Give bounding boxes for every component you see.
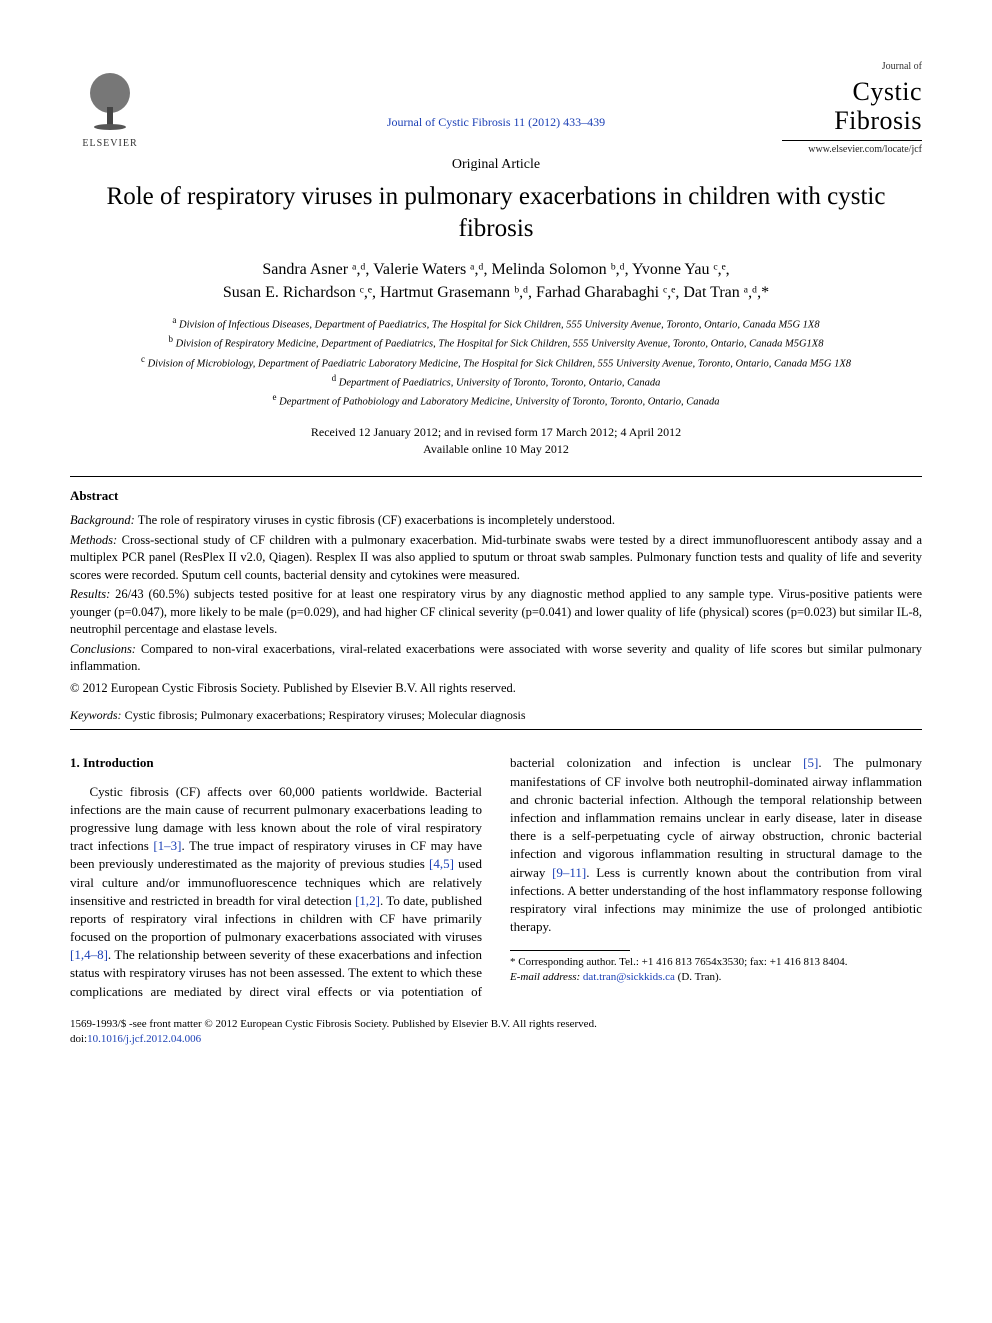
abstract-conclusions: Conclusions: Compared to non-viral exace…: [70, 641, 922, 676]
page-footer: 1569-1993/$ -see front matter © 2012 Eur…: [70, 1017, 922, 1047]
keywords-text: Cystic fibrosis; Pulmonary exacerbations…: [122, 708, 526, 722]
article-title: Role of respiratory viruses in pulmonary…: [70, 181, 922, 244]
ref-link[interactable]: [1–3]: [153, 838, 181, 853]
abstract-heading: Abstract: [70, 487, 922, 505]
abstract-background: Background: The role of respiratory viru…: [70, 512, 922, 530]
online-date: Available online 10 May 2012: [70, 441, 922, 458]
corresponding-email-line: E-mail address: dat.tran@sickkids.ca (D.…: [510, 970, 922, 985]
ref-link[interactable]: [4,5]: [429, 856, 454, 871]
affiliation-d: d Department of Paediatrics, University …: [70, 372, 922, 391]
affiliation-c: c Division of Microbiology, Department o…: [70, 353, 922, 372]
abstract-results: Results: 26/43 (60.5%) subjects tested p…: [70, 586, 922, 639]
dates-block: Received 12 January 2012; and in revised…: [70, 424, 922, 458]
affiliations-block: a Division of Infectious Diseases, Depar…: [70, 314, 922, 410]
page-header: ELSEVIER Journal of Cystic Fibrosis www.…: [70, 60, 922, 156]
journal-url[interactable]: www.elsevier.com/locate/jcf: [742, 143, 922, 157]
received-date: Received 12 January 2012; and in revised…: [70, 424, 922, 441]
footnote-separator: [510, 950, 630, 951]
ref-link[interactable]: [9–11]: [552, 865, 586, 880]
abstract-copyright: © 2012 European Cystic Fibrosis Society.…: [70, 680, 922, 698]
article-type: Original Article: [70, 156, 922, 175]
journal-top-text: Journal of: [742, 60, 922, 74]
ref-link[interactable]: [1,2]: [355, 893, 380, 908]
ref-link[interactable]: [5]: [803, 755, 818, 770]
publisher-name: ELSEVIER: [82, 137, 137, 151]
publisher-logo: ELSEVIER: [70, 60, 150, 150]
email-link[interactable]: dat.tran@sickkids.ca: [583, 971, 675, 983]
corresponding-text: * Corresponding author. Tel.: +1 416 813…: [510, 955, 922, 970]
doi-link[interactable]: 10.1016/j.jcf.2012.04.006: [87, 1033, 201, 1045]
rule-bottom: [70, 729, 922, 730]
ref-link[interactable]: [1,4–8]: [70, 947, 108, 962]
affiliation-b: b Division of Respiratory Medicine, Depa…: [70, 333, 922, 352]
affiliation-e: e Department of Pathobiology and Laborat…: [70, 391, 922, 410]
authors-block: Sandra Asner ᵃ,ᵈ, Valerie Waters ᵃ,ᵈ, Me…: [70, 258, 922, 304]
journal-logo-box: Journal of Cystic Fibrosis www.elsevier.…: [742, 60, 922, 156]
body-columns: 1. Introduction Cystic fibrosis (CF) aff…: [70, 754, 922, 1000]
rule-top: [70, 476, 922, 477]
abstract-body: Background: The role of respiratory viru…: [70, 512, 922, 697]
journal-rule: [782, 140, 922, 141]
corresponding-author-note: * Corresponding author. Tel.: +1 416 813…: [510, 955, 922, 985]
elsevier-tree-icon: [79, 69, 141, 131]
abstract-methods: Methods: Cross-sectional study of CF chi…: [70, 532, 922, 585]
footer-doi: doi:10.1016/j.jcf.2012.04.006: [70, 1032, 922, 1047]
authors-line-2: Susan E. Richardson ᶜ,ᵉ, Hartmut Grasema…: [70, 281, 922, 304]
footer-copyright: 1569-1993/$ -see front matter © 2012 Eur…: [70, 1017, 922, 1032]
intro-heading: 1. Introduction: [70, 754, 482, 772]
keywords-label: Keywords:: [70, 708, 122, 722]
affiliation-a: a Division of Infectious Diseases, Depar…: [70, 314, 922, 333]
authors-line-1: Sandra Asner ᵃ,ᵈ, Valerie Waters ᵃ,ᵈ, Me…: [70, 258, 922, 281]
keywords-line: Keywords: Cystic fibrosis; Pulmonary exa…: [70, 707, 922, 723]
journal-word2: Fibrosis: [742, 103, 922, 138]
